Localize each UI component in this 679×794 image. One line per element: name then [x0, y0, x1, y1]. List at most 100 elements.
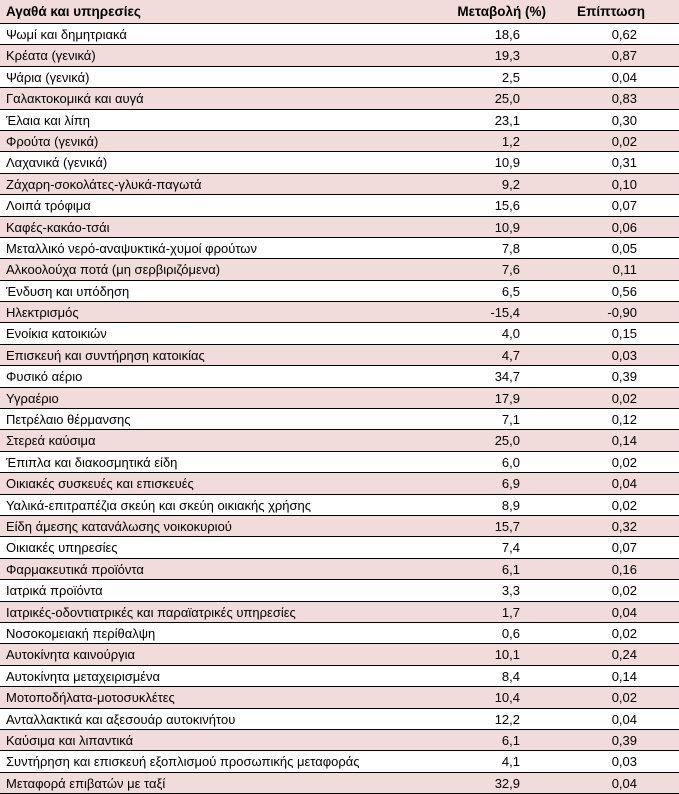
row-impact-value: 0,02: [611, 133, 637, 149]
table-row: Υαλικά-επιτραπέζια σκεύη και σκεύη οικια…: [0, 494, 679, 516]
table-row: Συντήρηση και επισκευή εξοπλισμού προσωπ…: [0, 751, 679, 773]
table-row: Φρούτα (γενικά) 1,2 0,02: [0, 130, 679, 153]
row-impact-value: 0,02: [611, 690, 637, 706]
row-change-value: 34,7: [494, 369, 520, 385]
row-change-value: 10,4: [494, 690, 520, 706]
row-change-value: 25,0: [494, 91, 520, 107]
row-change-value: 7,8: [501, 240, 520, 256]
row-impact-value: 0,62: [611, 27, 637, 42]
table-row: Ψωμί και δημητριακά 18,6 0,62: [0, 24, 679, 46]
row-goods-name: Φαρμακευτικά προϊόντα: [6, 561, 144, 577]
row-goods-name: Λαχανικά (γενικά): [6, 155, 108, 171]
row-impact-value: 0,32: [611, 518, 637, 534]
row-goods-name: Γαλακτοκομικά και αυγά: [6, 91, 144, 107]
row-change-value: 4,1: [501, 754, 520, 770]
row-change-value: 9,2: [501, 176, 520, 192]
header-change: Μεταβολή (%): [457, 4, 546, 19]
row-impact-value: 0,06: [611, 219, 637, 235]
table-row: Ενοίκια κατοικιών 4,0 0,15: [0, 323, 679, 345]
row-goods-name: Ψωμί και δημητριακά: [6, 27, 127, 42]
table-row: Επισκευή και συντήρηση κατοικίας 4,7 0,03: [0, 344, 679, 367]
row-goods-name: Οικιακές υπηρεσίες: [6, 540, 118, 556]
row-change-value: 17,9: [494, 390, 520, 406]
table-row: Φυσικό αέριο 34,7 0,39: [0, 366, 679, 388]
row-impact-value: 0,04: [611, 476, 637, 492]
table-row: Ανταλλακτικά και αξεσουάρ αυτοκινήτου 12,…: [0, 708, 679, 730]
row-goods-name: Κρέατα (γενικά): [6, 48, 96, 64]
row-goods-name: Έλαια και λίπη: [6, 112, 90, 128]
row-impact-value: 0,02: [611, 497, 637, 513]
row-change-value: 23,1: [494, 112, 520, 128]
row-impact-value: 0,03: [611, 347, 637, 363]
row-impact-value: 0,02: [611, 583, 637, 599]
row-impact-value: 0,39: [611, 369, 637, 385]
row-change-value: 4,7: [501, 347, 520, 363]
table-row: Αυτοκίνητα μεταχειρισμένα 8,4 0,14: [0, 665, 679, 688]
row-goods-name: Αυτοκίνητα μεταχειρισμένα: [6, 668, 161, 684]
row-change-value: 7,4: [501, 540, 520, 556]
row-goods-name: Οικιακές συσκευές και επισκευές: [6, 476, 194, 492]
row-impact-value: 0,31: [611, 155, 637, 171]
row-goods-name: Πετρέλαιο θέρμανσης: [6, 412, 131, 428]
row-impact-value: 0,87: [611, 48, 637, 64]
row-impact-value: 0,14: [611, 668, 637, 684]
row-goods-name: Λοιπά τρόφιμα: [6, 198, 91, 214]
row-impact-value: 0,83: [611, 91, 637, 107]
row-goods-name: Φρούτα (γενικά): [6, 133, 99, 149]
table-row: Πετρέλαιο θέρμανσης 7,1 0,12: [0, 409, 679, 431]
row-change-value: 6,1: [501, 561, 520, 577]
row-goods-name: Μεταλλικό νερό-αναψυκτικά-χυμοί φρούτων: [6, 240, 257, 256]
row-goods-name: Ενοίκια κατοικιών: [6, 326, 107, 342]
row-impact-value: 0,04: [611, 604, 637, 620]
table-header-row: Αγαθά και υπηρεσίες Μεταβολή (%) Επίπτωσ…: [0, 0, 679, 24]
row-goods-name: Ζάχαρη-σοκολάτες-γλυκά-παγωτά: [6, 176, 202, 192]
table-row: Λαχανικά (γενικά) 10,9 0,31: [0, 152, 679, 174]
row-change-value: 10,9: [494, 155, 520, 171]
row-impact-value: 0,04: [611, 775, 637, 791]
row-change-value: 0,6: [501, 625, 520, 641]
row-goods-name: Ένδυση και υπόδηση: [6, 283, 130, 299]
row-change-value: 4,0: [501, 326, 520, 342]
row-change-value: 6,5: [501, 283, 520, 299]
table-row: Λοιπά τρόφιμα 15,6 0,07: [0, 195, 679, 217]
row-change-value: 6,9: [501, 476, 520, 492]
row-impact-value: 0,56: [611, 283, 637, 299]
table-body: Ψωμί και δημητριακά 18,6 0,62 Κρέατα (γενικ…: [0, 24, 679, 794]
table-row: Μεταλλικό νερό-αναψυκτικά-χυμοί φρούτων 7…: [0, 237, 679, 260]
row-impact-value: 0,04: [611, 69, 637, 85]
row-change-value: 8,4: [501, 668, 520, 684]
row-change-value: 10,9: [494, 219, 520, 235]
table-row: Καύσιμα και λιπαντικά 6,1 0,39: [0, 729, 679, 752]
row-goods-name: Επισκευή και συντήρηση κατοικίας: [6, 347, 205, 363]
row-goods-name: Στερεά καύσιμα: [6, 433, 96, 449]
row-goods-name: Συντήρηση και επισκευή εξοπλισμού προσωπ…: [6, 754, 360, 770]
table-row: Έλαια και λίπη 23,1 0,30: [0, 109, 679, 131]
row-goods-name: Φυσικό αέριο: [6, 369, 83, 385]
row-goods-name: Ιατρικά προϊόντα: [6, 583, 103, 599]
row-change-value: 15,6: [494, 198, 520, 214]
table-row: Καφές-κακάο-τσάι 10,9 0,06: [0, 216, 679, 238]
row-impact-value: 0,02: [611, 390, 637, 406]
row-change-value: 1,7: [501, 604, 520, 620]
row-change-value: 25,0: [494, 433, 520, 449]
row-impact-value: 0,24: [611, 647, 637, 663]
row-goods-name: Αλκοολούχα ποτά (μη σερβιριζόμενα): [6, 262, 221, 278]
row-impact-value: 0,05: [611, 240, 637, 256]
row-impact-value: 0,16: [611, 561, 637, 577]
table-row: Είδη άμεσης κατανάλωσης νοικοκυριού 15,7 0…: [0, 515, 679, 538]
table-row: Μεταφορά επιβατών με ταξί 32,9 0,04: [0, 772, 679, 794]
row-change-value: 6,1: [501, 732, 520, 748]
table-row: Οικιακές συσκευές και επισκευές 6,9 0,04: [0, 473, 679, 495]
row-change-value: 32,9: [494, 775, 520, 791]
row-change-value: 8,9: [501, 497, 520, 513]
row-change-value: 18,6: [494, 27, 520, 42]
row-goods-name: Έπιπλα και διακοσμητικά είδη: [6, 454, 178, 470]
row-change-value: 19,3: [494, 48, 520, 64]
row-impact-value: 0,07: [611, 198, 637, 214]
row-impact-value: 0,12: [611, 412, 637, 428]
row-goods-name: Ηλεκτρισμός: [6, 305, 79, 321]
table-row: Αυτοκίνητα καινούργια 10,1 0,24: [0, 644, 679, 666]
row-goods-name: Είδη άμεσης κατανάλωσης νοικοκυριού: [6, 518, 232, 534]
table-row: Ηλεκτρισμός -15,4 -0,90: [0, 302, 679, 324]
row-change-value: 6,0: [501, 454, 520, 470]
